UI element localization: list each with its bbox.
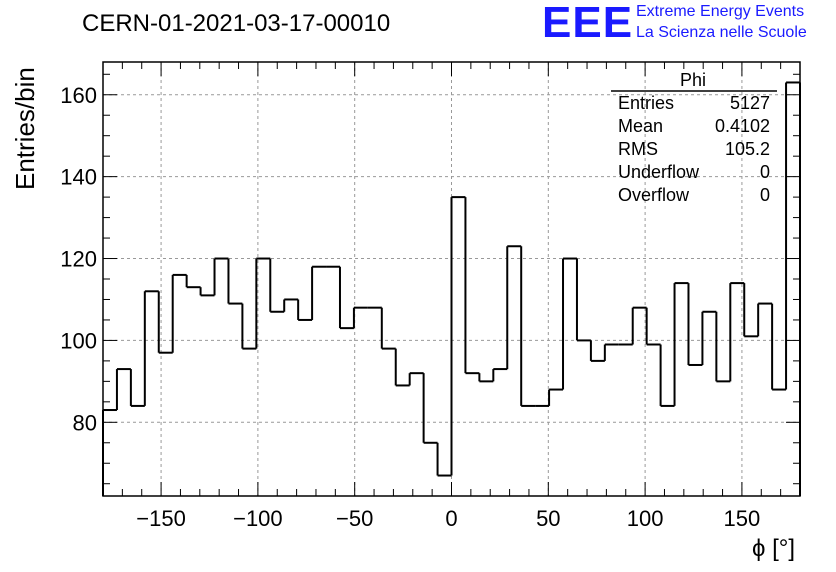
x-tick-label: −50 [336, 506, 373, 531]
x-tick-label: −100 [233, 506, 283, 531]
stats-row-value: 105.2 [724, 139, 770, 159]
x-tick-label: 100 [627, 506, 664, 531]
y-tick-label: 120 [60, 247, 97, 272]
x-tick-label: 0 [445, 506, 457, 531]
stats-row-label: Entries [618, 93, 675, 113]
stats-row-label: Overflow [618, 185, 690, 205]
x-tick-label: 150 [724, 506, 761, 531]
y-tick-label: 100 [60, 328, 97, 353]
stats-row-value: 0.4102 [714, 116, 770, 136]
eee-logo: EEE [542, 0, 634, 47]
x-tick-label: −150 [136, 506, 186, 531]
y-tick-label: 80 [73, 410, 97, 435]
x-tick-label: 50 [536, 506, 560, 531]
stats-row-value: 0 [759, 185, 770, 205]
y-tick-label: 140 [60, 165, 97, 190]
stats-row-value: 5127 [729, 93, 770, 113]
stats-row-label: Mean [618, 116, 664, 136]
logo-subtitle-line1: Extreme Energy Events [636, 3, 805, 20]
x-axis-label: ϕ [°] [752, 535, 796, 562]
stats-row-value: 0 [759, 162, 770, 182]
chart-title: CERN-01-2021-03-17-00010 [82, 10, 391, 37]
stats-row-label: RMS [618, 139, 658, 159]
stats-box-title: Phi [680, 70, 707, 90]
y-axis-label: Entries/bin [10, 67, 40, 190]
stats-row-label: Underflow [618, 162, 700, 182]
logo-subtitle-line2: La Scienza nelle Scuole [636, 24, 807, 41]
y-tick-label: 160 [60, 83, 97, 108]
